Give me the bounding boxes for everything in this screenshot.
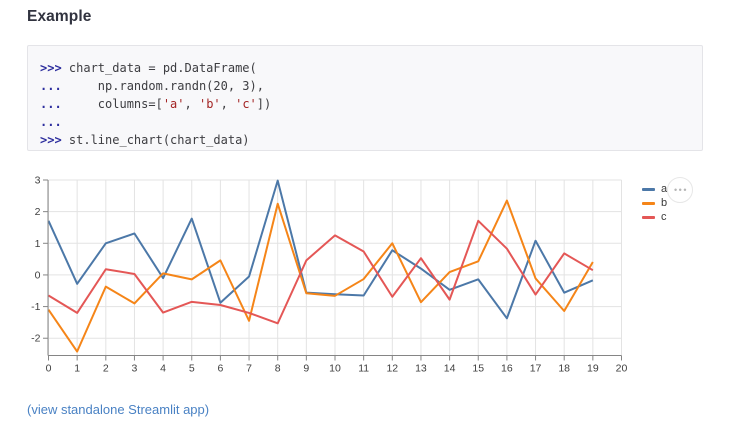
x-tick-label: 19 bbox=[587, 363, 599, 375]
x-tick-label: 4 bbox=[160, 363, 166, 375]
legend-label: c bbox=[661, 211, 667, 223]
legend-label: b bbox=[661, 197, 668, 209]
code-line: >>> chart_data = pd.DataFrame( bbox=[40, 61, 257, 75]
code-block: >>> chart_data = pd.DataFrame( ... np.ran… bbox=[27, 45, 703, 151]
x-tick-label: 2 bbox=[103, 363, 109, 375]
x-tick-label: 18 bbox=[558, 363, 570, 375]
legend-label: a bbox=[661, 183, 668, 195]
page-title: Example bbox=[27, 8, 92, 25]
code-line: ... np.random.randn(20, 3), bbox=[40, 79, 264, 93]
legend-swatch-icon bbox=[642, 188, 655, 191]
code-line: ... bbox=[40, 115, 62, 129]
series-b-line bbox=[47, 199, 594, 353]
x-tick-label: 7 bbox=[246, 363, 252, 375]
chart-more-options-button[interactable]: ••• bbox=[667, 177, 693, 203]
series-c-line bbox=[47, 219, 594, 325]
x-tick-label: 1 bbox=[74, 363, 80, 375]
x-tick-label: 6 bbox=[217, 363, 223, 375]
legend-item-b: b bbox=[642, 197, 667, 210]
x-tick-label: 10 bbox=[329, 363, 341, 375]
x-tick-label: 16 bbox=[501, 363, 513, 375]
x-tick-label: 0 bbox=[46, 363, 52, 375]
x-tick-label: 9 bbox=[303, 363, 309, 375]
x-tick-label: 12 bbox=[386, 363, 398, 375]
standalone-app-link[interactable]: (view standalone Streamlit app) bbox=[27, 402, 210, 417]
x-tick-label: 17 bbox=[530, 363, 542, 375]
y-tick-label: 1 bbox=[35, 238, 41, 250]
code-line: >>> st.line_chart(chart_data) bbox=[40, 133, 250, 147]
x-tick-label: 20 bbox=[616, 363, 628, 375]
y-tick-label: -2 bbox=[31, 333, 40, 345]
y-tick-label: 0 bbox=[35, 269, 41, 281]
y-tick-label: 3 bbox=[35, 175, 41, 187]
x-tick-label: 5 bbox=[189, 363, 195, 375]
legend-swatch-icon bbox=[642, 202, 655, 205]
more-options-icon: ••• bbox=[674, 184, 688, 195]
x-tick-label: 3 bbox=[132, 363, 138, 375]
code-lines: >>> chart_data = pd.DataFrame( ... np.ran… bbox=[40, 59, 690, 149]
series-a-line bbox=[47, 179, 594, 320]
x-tick-label: 13 bbox=[415, 363, 427, 375]
x-tick-label: 14 bbox=[444, 363, 456, 375]
x-tick-label: 8 bbox=[275, 363, 281, 375]
y-tick-label: 2 bbox=[35, 206, 41, 218]
code-line: ... columns=['a', 'b', 'c']) bbox=[40, 97, 272, 111]
legend-item-c: c bbox=[642, 211, 667, 224]
x-tick-label: 11 bbox=[358, 363, 369, 375]
x-tick-label: 15 bbox=[472, 363, 484, 375]
legend-item-a: a bbox=[642, 183, 667, 196]
y-tick-label: -1 bbox=[31, 301, 40, 313]
legend-swatch-icon bbox=[642, 216, 655, 219]
